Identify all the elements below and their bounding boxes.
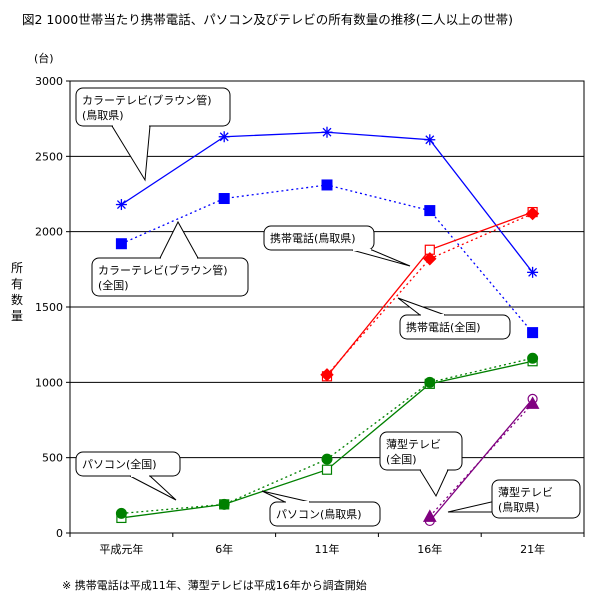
y-tick-label: 1500 <box>35 301 63 314</box>
callout-text: カラーテレビ(ブラウン管) <box>82 93 212 107</box>
data-point-5 <box>115 507 127 519</box>
callout-text: (鳥取県) <box>498 500 540 514</box>
data-point-1 <box>527 327 539 339</box>
callout-box <box>75 451 181 477</box>
y-axis-ticks: 0 500 1000 1500 2000 2500 3000 <box>35 75 70 540</box>
callout-7: 薄型テレビ(鳥取県) <box>447 479 581 519</box>
y-axis-title: 所有数量 <box>11 261 23 323</box>
data-point-0 <box>424 134 436 146</box>
callout-4: パソコン(全国) <box>75 451 181 501</box>
data-point-7 <box>422 509 437 522</box>
data-point-0 <box>527 266 539 278</box>
y-axis-title-char: 数 <box>11 292 23 307</box>
callout-box <box>399 314 511 340</box>
data-point-1 <box>218 193 230 205</box>
callout-2: 携帯電話(鳥取県) <box>263 225 411 267</box>
callout-box <box>269 501 381 527</box>
y-tick-label: 0 <box>56 527 63 540</box>
data-point-3 <box>423 252 437 266</box>
data-point-4 <box>321 464 333 475</box>
callout-5: パソコン(鳥取県) <box>261 490 381 527</box>
data-point-5 <box>321 453 333 465</box>
callout-text: 薄型テレビ <box>386 437 441 451</box>
callouts: カラーテレビ(ブラウン管)(鳥取県)カラーテレビ(ブラウン管)(全国)携帯電話(… <box>75 87 581 527</box>
callout-text: パソコン(鳥取県) <box>276 507 362 521</box>
y-tick-label: 2500 <box>35 150 63 163</box>
callout-3: 携帯電話(全国) <box>397 297 511 340</box>
y-tick-label: 500 <box>42 452 63 465</box>
y-axis-title-char: 量 <box>11 309 23 323</box>
callout-text: 薄型テレビ <box>498 485 553 499</box>
data-point-5 <box>218 498 230 510</box>
data-point-1 <box>424 205 436 217</box>
data-point-0 <box>218 131 230 143</box>
data-point-5 <box>527 352 539 364</box>
x-tick-label: 11年 <box>315 542 340 556</box>
callout-tail-join <box>498 499 502 513</box>
chart-title: 図2 1000世帯当たり携帯電話、パソコン及びテレビの所有数量の推移(二人以上の… <box>22 12 513 27</box>
x-tick-label: 21年 <box>520 542 545 556</box>
x-tick-label: 16年 <box>417 542 442 556</box>
y-tick-label: 3000 <box>35 75 63 88</box>
callout-6: 薄型テレビ(全国) <box>379 431 463 498</box>
data-point-5 <box>424 376 436 388</box>
data-point-1 <box>115 238 127 250</box>
callout-box <box>491 479 581 519</box>
data-markers <box>115 126 540 527</box>
callout-text: (鳥取県) <box>82 108 124 122</box>
callout-text: 携帯電話(鳥取県) <box>270 231 356 245</box>
x-tick-label: 6年 <box>215 542 233 556</box>
y-axis-title-char: 所 <box>11 261 23 275</box>
data-point-0 <box>321 126 333 138</box>
x-tick-label: 平成元年 <box>99 542 143 556</box>
callout-text: カラーテレビ(ブラウン管) <box>98 263 228 277</box>
data-point-0 <box>115 199 127 211</box>
callout-text: パソコン(全国) <box>82 457 157 471</box>
callout-text: (全国) <box>98 278 129 292</box>
data-point-1 <box>321 179 333 191</box>
y-tick-label: 1000 <box>35 376 63 389</box>
callout-1: カラーテレビ(ブラウン管)(全国) <box>91 220 249 297</box>
x-axis-ticks: 平成元年 6年 11年 16年 21年 <box>69 533 585 556</box>
callout-0: カラーテレビ(ブラウン管)(鳥取県) <box>75 87 231 182</box>
callout-text: 携帯電話(全国) <box>406 320 481 334</box>
callout-text: (全国) <box>386 452 417 466</box>
data-point-7 <box>525 396 540 409</box>
y-axis-title-char: 有 <box>11 277 23 291</box>
callout-box <box>75 87 231 127</box>
footnote: ※ 携帯電話は平成11年、薄型テレビは平成16年から調査開始 <box>62 578 367 592</box>
data-point-3 <box>525 206 540 221</box>
callout-box <box>263 225 375 251</box>
y-tick-label: 2000 <box>35 226 63 239</box>
unit-label: (台) <box>34 51 54 65</box>
series-line-7 <box>429 402 534 517</box>
data-point-3 <box>320 368 334 382</box>
